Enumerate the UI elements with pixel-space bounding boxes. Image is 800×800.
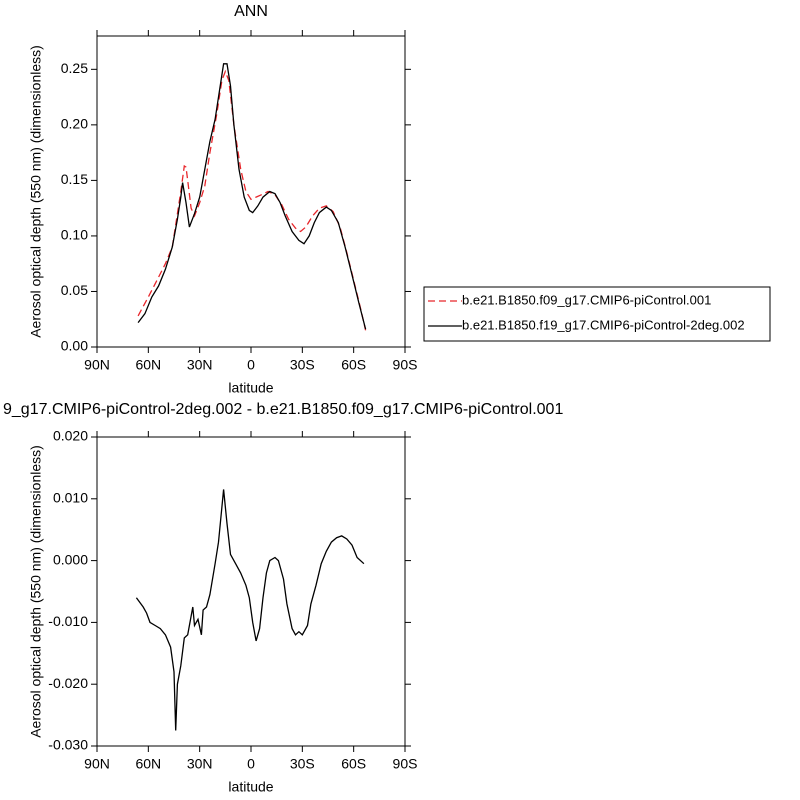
y-tick-label: -0.010	[48, 613, 88, 629]
y-tick-label: 0.15	[61, 171, 88, 187]
x-tick-label: 30S	[290, 357, 315, 373]
x-axis-label: latitude	[228, 779, 273, 795]
y-tick-label: 0.20	[61, 116, 88, 132]
chart-title: 9_g17.CMIP6-piControl-2deg.002 - b.e21.B…	[3, 401, 563, 418]
data-line	[135, 489, 365, 731]
y-tick-label: 0.25	[61, 60, 88, 76]
x-tick-label: 0	[247, 756, 255, 772]
data-line	[137, 69, 367, 331]
y-tick-label: -0.020	[48, 675, 88, 691]
legend-label: b.e21.B1850.f09_g17.CMIP6-piControl.001	[462, 292, 711, 307]
legend-label: b.e21.B1850.f19_g17.CMIP6-piControl-2deg…	[462, 317, 745, 332]
x-tick-label: 90N	[84, 756, 110, 772]
y-tick-label: 0.00	[61, 338, 88, 354]
y-tick-label: -0.030	[48, 737, 88, 753]
y-tick-label: 0.05	[61, 282, 88, 298]
x-tick-label: 60N	[135, 756, 161, 772]
x-axis-label: latitude	[228, 380, 273, 396]
y-tick-label: 0.010	[53, 490, 88, 506]
x-tick-label: 30N	[187, 357, 213, 373]
x-tick-label: 60S	[341, 756, 366, 772]
x-tick-label: 60N	[135, 357, 161, 373]
chart-title: ANN	[234, 3, 268, 20]
plot-frame	[96, 436, 406, 747]
x-tick-label: 60S	[341, 357, 366, 373]
y-axis-label: Aerosol optical depth (550 nm) (dimensio…	[28, 45, 44, 338]
y-tick-label: 0.020	[53, 428, 88, 444]
y-tick-label: 0.10	[61, 227, 88, 243]
x-tick-label: 0	[247, 357, 255, 373]
legend-box	[423, 286, 771, 342]
data-line	[137, 63, 367, 330]
x-tick-label: 90S	[393, 756, 418, 772]
x-tick-label: 30S	[290, 756, 315, 772]
y-tick-label: 0.000	[53, 551, 88, 567]
x-tick-label: 30N	[187, 756, 213, 772]
y-axis-label: Aerosol optical depth (550 nm) (dimensio…	[28, 445, 44, 738]
x-tick-label: 90N	[84, 357, 110, 373]
x-tick-label: 90S	[393, 357, 418, 373]
